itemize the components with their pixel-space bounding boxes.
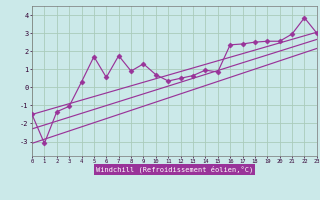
X-axis label: Windchill (Refroidissement éolien,°C): Windchill (Refroidissement éolien,°C) bbox=[96, 166, 253, 173]
